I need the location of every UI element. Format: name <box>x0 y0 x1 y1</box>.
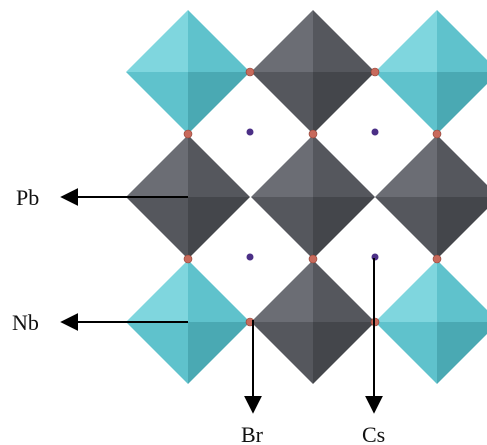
pb-octahedron-face <box>251 197 313 259</box>
pb-octahedron-face <box>437 135 487 197</box>
pb-octahedron-face <box>375 135 437 197</box>
pb-octahedron-face <box>313 197 375 259</box>
nb-octahedron <box>126 260 250 384</box>
pb-octahedron-face <box>313 72 375 134</box>
pb-octahedron-face <box>313 260 375 322</box>
nb-octahedron <box>375 10 487 134</box>
pb-octahedron <box>375 135 487 259</box>
br-atom <box>432 129 442 139</box>
pb-label: Pb <box>16 185 39 210</box>
br-atoms-layer <box>183 67 442 327</box>
pb-octahedron-face <box>188 197 250 259</box>
br-atom <box>432 254 442 264</box>
nb-label: Nb <box>12 310 39 335</box>
nb-octahedron-face <box>375 10 437 72</box>
nb-octahedron-face <box>188 260 250 322</box>
br-atom <box>245 67 255 77</box>
br-atom <box>308 129 318 139</box>
pb-octahedron-face <box>251 260 313 322</box>
pb-octahedron-face <box>437 197 487 259</box>
nb-octahedron-face <box>126 10 188 72</box>
pb-octahedron-face <box>251 10 313 72</box>
cs-atom <box>246 128 254 136</box>
pb-octahedron-face <box>126 197 188 259</box>
pb-octahedron-face <box>313 135 375 197</box>
nb-octahedron <box>375 260 487 384</box>
pb-octahedron <box>251 135 375 259</box>
br-label: Br <box>241 422 264 445</box>
br-atom <box>370 67 380 77</box>
nb-octahedron-face <box>188 72 250 134</box>
nb-octahedron-face <box>188 10 250 72</box>
nb-octahedron-face <box>437 322 487 384</box>
pb-octahedron-face <box>375 197 437 259</box>
br-atom <box>183 254 193 264</box>
cs-atom <box>246 253 254 261</box>
pb-octahedron <box>251 10 375 134</box>
pb-octahedron-face <box>251 322 313 384</box>
cs-label: Cs <box>362 422 385 445</box>
nb-octahedron-face <box>437 260 487 322</box>
pb-octahedron-face <box>251 135 313 197</box>
pb-octahedron <box>251 260 375 384</box>
pb-octahedron-face <box>188 135 250 197</box>
pb-octahedron-face <box>251 72 313 134</box>
nb-octahedron-face <box>375 260 437 322</box>
nb-octahedron-face <box>126 72 188 134</box>
pb-octahedron-face <box>126 135 188 197</box>
br-atom <box>308 254 318 264</box>
br-atom <box>183 129 193 139</box>
nb-octahedron-face <box>188 322 250 384</box>
nb-octahedron-face <box>437 10 487 72</box>
nb-octahedron-face <box>126 322 188 384</box>
nb-octahedron <box>126 10 250 134</box>
pb-octahedron-face <box>313 322 375 384</box>
cs-atom <box>371 128 379 136</box>
nb-octahedron-face <box>126 260 188 322</box>
octahedra-layer <box>126 10 487 384</box>
pb-octahedron-face <box>313 10 375 72</box>
pb-octahedron <box>126 135 250 259</box>
nb-octahedron-face <box>437 72 487 134</box>
nb-octahedron-face <box>375 322 437 384</box>
nb-octahedron-face <box>375 72 437 134</box>
